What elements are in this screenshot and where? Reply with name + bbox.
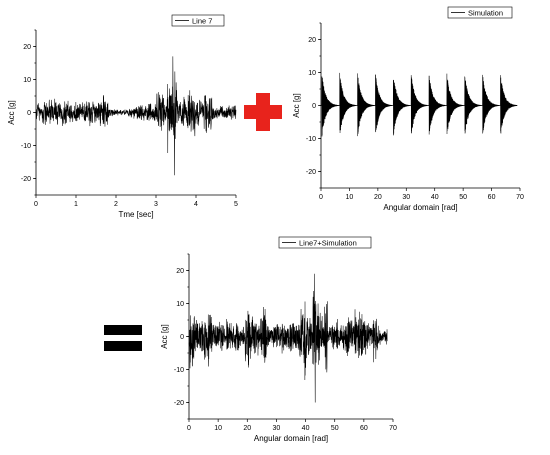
y-tick-label: -10 — [174, 367, 184, 374]
series-line — [188, 273, 388, 403]
legend-label: Line7+Simulation — [299, 238, 357, 247]
x-tick-label: 3 — [154, 201, 158, 208]
series-line — [35, 56, 237, 176]
x-axis-label: Tme [sec] — [118, 210, 153, 219]
x-tick-label: 0 — [34, 201, 38, 208]
x-tick-label: 20 — [243, 425, 251, 432]
x-tick-label: 20 — [374, 194, 382, 201]
legend: Line 7 — [171, 14, 225, 27]
y-tick-label: 0 — [27, 110, 31, 117]
x-tick-label: 0 — [187, 425, 191, 432]
x-tick-label: 2 — [114, 201, 118, 208]
y-tick-label: 0 — [180, 334, 184, 341]
chart-simulation: 20 10 0 -10 -20 0 10 20 30 40 50 60 70 Angular domain… — [292, 6, 524, 212]
x-tick-label: 50 — [459, 194, 467, 201]
y-tick-label: 10 — [308, 70, 316, 77]
legend: Line7+Simulation — [278, 236, 372, 249]
x-tick-label: 4 — [194, 201, 198, 208]
y-tick-label: 20 — [176, 268, 184, 275]
y-tick-label: -20 — [21, 176, 31, 183]
legend-label: Line 7 — [192, 16, 212, 25]
y-tick-label: 10 — [23, 77, 31, 84]
x-tick-label: 50 — [331, 425, 339, 432]
legend-label: Simulation — [468, 8, 503, 17]
y-tick-label: 10 — [176, 301, 184, 308]
y-tick-label: 0 — [312, 103, 316, 110]
y-axis-label: Acc [g] — [7, 100, 16, 124]
x-tick-label: 60 — [488, 194, 496, 201]
y-axis-label: Acc [g] — [292, 93, 301, 117]
x-tick-label: 30 — [402, 194, 410, 201]
x-tick-label: 40 — [302, 425, 310, 432]
x-tick-label: 70 — [516, 194, 524, 201]
series-line — [320, 72, 518, 137]
chart-line7-plus-simulation: 20 10 0 -10 -20 0 10 20 30 40 50 60 70 Angular domain… — [160, 236, 397, 443]
equals-sign-icon — [104, 325, 142, 351]
x-tick-label: 0 — [319, 194, 323, 201]
y-tick-label: -20 — [174, 400, 184, 407]
x-tick-label: 70 — [389, 425, 397, 432]
x-tick-label: 10 — [346, 194, 354, 201]
y-tick-label: -10 — [306, 136, 316, 143]
y-tick-label: -10 — [21, 143, 31, 150]
chart-line7: 20 10 0 -10 -20 0 1 2 3 4 5 Tme [sec] Acc [g] Line 7 — [7, 14, 238, 219]
y-tick-label: -20 — [306, 169, 316, 176]
legend: Simulation — [447, 6, 513, 19]
x-tick-label: 1 — [74, 201, 78, 208]
plus-sign-icon — [244, 93, 282, 131]
y-axis-label: Acc [g] — [160, 324, 169, 348]
y-tick-label: 20 — [23, 44, 31, 51]
x-tick-label: 10 — [214, 425, 222, 432]
x-tick-label: 30 — [273, 425, 281, 432]
y-tick-label: 20 — [308, 37, 316, 44]
x-axis-label: Angular domain [rad] — [383, 203, 457, 212]
x-tick-label: 60 — [360, 425, 368, 432]
x-tick-label: 40 — [431, 194, 439, 201]
x-tick-label: 5 — [234, 201, 238, 208]
x-axis-label: Angular domain [rad] — [254, 434, 328, 443]
